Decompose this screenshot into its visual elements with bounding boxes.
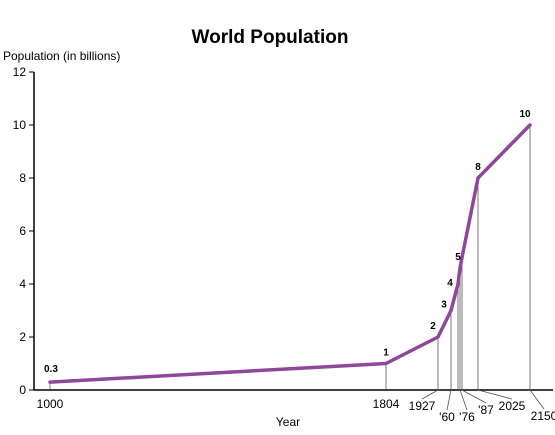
x-tick-label: 1804 <box>373 397 400 411</box>
chart-title: World Population <box>192 27 349 48</box>
y-tick-label: 2 <box>19 330 26 344</box>
y-tick-label: 8 <box>19 171 26 185</box>
y-tick-label: 12 <box>13 65 27 79</box>
x-tick-label: 2150 <box>531 409 555 423</box>
x-axis-label: Year <box>276 415 300 429</box>
y-tick-label: 0 <box>19 383 26 397</box>
data-label: 0.3 <box>44 364 58 375</box>
population-series-line <box>48 123 532 384</box>
x-label-leader <box>421 389 439 400</box>
x-tick-label: '76 <box>459 410 475 424</box>
x-axis-tick-labels: 1000 1804 1927'60 '76'87 2025 2150 <box>37 389 555 424</box>
y-tick-label: 10 <box>13 118 27 132</box>
data-label: 8 <box>475 162 481 173</box>
data-label: 4 <box>447 278 453 289</box>
x-label-leader <box>529 389 545 410</box>
data-label: 10 <box>519 109 531 120</box>
x-tick-label: 1927 <box>409 399 436 413</box>
x-label-leader <box>461 389 487 404</box>
x-tick-label: '87 <box>478 403 494 417</box>
x-label-leader <box>446 389 452 411</box>
data-label: 5 <box>455 252 461 263</box>
data-label: 3 <box>441 300 447 311</box>
y-tick-label: 4 <box>19 277 26 291</box>
x-tick-label: 2025 <box>499 399 526 413</box>
x-label-leader <box>459 389 468 411</box>
x-tick-label: 1000 <box>37 397 64 411</box>
y-axis-label: Population (in billions) <box>3 49 120 63</box>
x-label-leader <box>477 389 513 400</box>
x-tick-label: '60 <box>439 410 455 424</box>
data-label: 1 <box>383 348 389 359</box>
year-drop-lines <box>49 125 531 390</box>
y-axis-ticks: 0 2 4 6 8 10 12 <box>13 65 34 397</box>
y-tick-label: 6 <box>19 224 26 238</box>
data-label: 2 <box>430 321 436 332</box>
population-data-labels: 0.3 1 234 5 8 10 <box>44 109 531 375</box>
